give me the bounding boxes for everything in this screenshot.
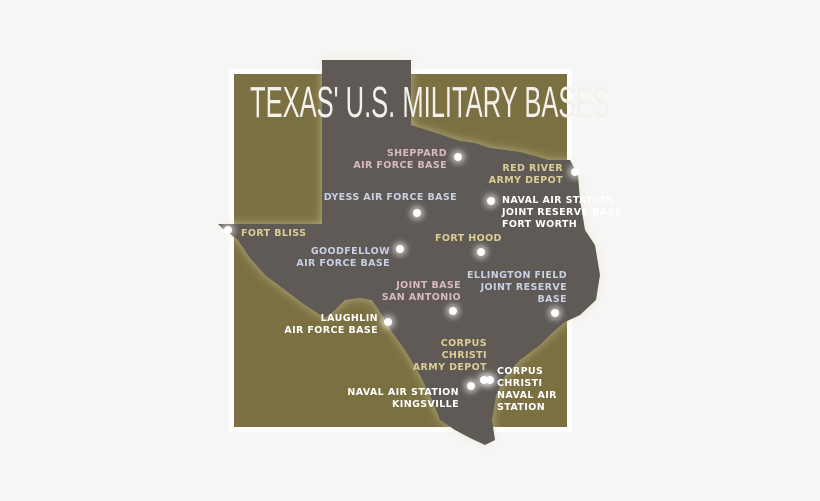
jbsa-label: JOINT BASE SAN ANTONIO [381,280,461,303]
ccnas-label: CORPUS CHRISTI NAVAL AIR STATION [497,366,557,413]
red-river-label: RED RIVER ARMY DEPOT [488,163,563,186]
fort-hood-marker [477,248,485,256]
kingsville-marker [467,382,475,390]
kingsville-label: NAVAL AIR STATION KINGSVILLE [347,387,459,410]
fort-bliss-label: FORT BLISS [241,228,307,239]
fort-hood-label: FORT HOOD [435,233,502,244]
ccnas-marker [486,376,494,384]
laughlin-marker [384,318,392,326]
dyess-marker [413,209,421,217]
ellington-marker [551,309,559,317]
sheppard-label: SHEPPARD AIR FORCE BASE [353,148,447,171]
ellington-label: ELLINGTON FIELD JOINT RESERVE BASE [467,270,567,305]
sheppard-marker [454,153,462,161]
nas-fort-worth-marker [487,197,495,205]
laughlin-label: LAUGHLIN AIR FORCE BASE [284,313,378,336]
nas-fort-worth-label: NAVAL AIR STATION JOINT RESERVE BASE FORT … [502,195,622,230]
jbsa-marker [449,307,457,315]
goodfellow-label: GOODFELLOW AIR FORCE BASE [296,246,390,269]
ccad-marker [480,376,488,384]
goodfellow-marker [396,245,404,253]
texas-state-shape [218,60,600,445]
red-river-marker [571,168,579,176]
map-title: TEXAS' U.S. MILITARY BASES [250,78,610,127]
fort-bliss-marker [224,226,232,234]
ccad-label: CORPUS CHRISTI ARMY DEPOT [412,338,487,373]
dyess-label: DYESS AIR FORCE BASE [323,192,457,203]
